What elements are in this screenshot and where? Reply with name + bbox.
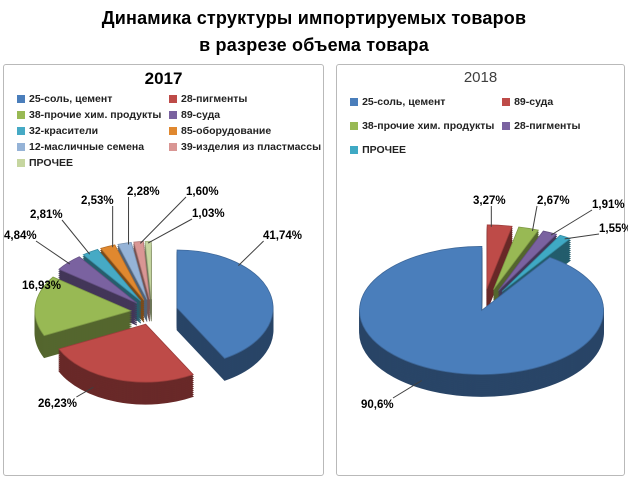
chart-panel-2018: 2018 25-соль, цемент 38-прочие хим. проду… bbox=[336, 64, 628, 476]
slice-percent-label: 90,6% bbox=[361, 399, 394, 411]
legend-label: 32-красители bbox=[29, 125, 99, 137]
slice-percent-label: 1,03% bbox=[192, 208, 225, 220]
label-leader-line bbox=[238, 240, 264, 267]
legend-swatch-icon bbox=[17, 143, 25, 151]
legend-label: ПРОЧЕЕ bbox=[362, 144, 407, 156]
pie-slice bbox=[486, 224, 513, 290]
legend-swatch-icon bbox=[17, 95, 25, 103]
legend-item: 89-суда bbox=[169, 109, 321, 121]
pie-slice bbox=[58, 323, 194, 383]
pie-slice bbox=[359, 246, 605, 375]
pie-slice bbox=[82, 248, 142, 302]
pie-chart-2018: 90,6% 3,27% 2,67% 1,91% 1,55% bbox=[359, 195, 628, 411]
legend-swatch-icon bbox=[502, 122, 511, 130]
legend-swatch-icon bbox=[169, 111, 177, 119]
pie-slice bbox=[493, 226, 540, 290]
legend-label: 85-оборудование bbox=[181, 125, 272, 137]
legend-item: ПРОЧЕЕ bbox=[350, 144, 502, 156]
legend-column: 25-соль, цемент 38-прочие хим. продукты 32… bbox=[17, 93, 169, 169]
chart-title-2017: 2017 bbox=[144, 69, 183, 88]
slice-percent-label: 26,23% bbox=[38, 398, 77, 410]
pie-slice bbox=[176, 249, 274, 359]
legend-item: 12-масличные семена bbox=[17, 141, 169, 153]
legend-item: 28-пигменты bbox=[502, 120, 622, 132]
legend-item: 85-оборудование bbox=[169, 125, 321, 137]
legend-label: 89-суда bbox=[181, 109, 221, 121]
page-title-line2: в разрезе объема товара bbox=[199, 35, 429, 55]
legend-item: 25-соль, цемент bbox=[17, 93, 169, 105]
legend-item: 38-прочие хим. продукты bbox=[17, 109, 169, 121]
legend-label: 25-соль, цемент bbox=[362, 96, 446, 108]
slice-percent-label: 2,53% bbox=[81, 195, 114, 207]
pie-slice bbox=[100, 244, 145, 301]
legend-item: 39-изделия из пластмассы bbox=[169, 141, 321, 153]
label-leader-line bbox=[532, 205, 538, 232]
slice-percent-label: 1,91% bbox=[592, 199, 625, 211]
legend-column: 89-суда 28-пигменты bbox=[502, 90, 622, 156]
label-leader-line bbox=[139, 196, 187, 244]
slice-percent-label: 3,27% bbox=[473, 195, 506, 207]
slice-percent-label: 1,60% bbox=[186, 186, 219, 198]
slice-percent-label: 1,55% bbox=[599, 223, 628, 235]
slice-percent-label: 41,74% bbox=[263, 230, 302, 242]
slice-percent-label: 2,28% bbox=[127, 186, 160, 198]
legend-label: 38-прочие хим. продукты bbox=[29, 109, 162, 121]
label-leader-line bbox=[564, 233, 600, 240]
label-leader-line bbox=[61, 219, 91, 255]
legend-label: 38-прочие хим. продукты bbox=[362, 120, 495, 132]
label-leader-line bbox=[76, 386, 94, 398]
pie-chart-2017: 41,74% 26,23% 16,93% 4,84% 2,81% 2,53% 2,28% 1,… bbox=[4, 186, 302, 410]
pie-slice bbox=[133, 241, 150, 300]
legend-item: 32-красители bbox=[17, 125, 169, 137]
label-leader-line bbox=[147, 218, 193, 244]
legend-swatch-icon bbox=[169, 127, 177, 135]
label-leader-line bbox=[35, 240, 71, 265]
legend-label: ПРОЧЕЕ bbox=[29, 157, 73, 169]
charts-row: 2017 25-соль, цемент 38-прочие хим. проду… bbox=[3, 64, 628, 476]
legend-swatch-icon bbox=[17, 127, 25, 135]
legend-swatch-icon bbox=[350, 98, 359, 106]
legend-swatch-icon bbox=[169, 143, 177, 151]
chart-title-2018: 2018 bbox=[463, 69, 498, 86]
pie-slice bbox=[34, 276, 133, 337]
legend-label: 28-пигменты bbox=[181, 93, 248, 105]
legend-swatch-icon bbox=[350, 122, 359, 130]
slice-percent-label: 16,93% bbox=[22, 280, 61, 292]
page-title-line1: Динамика структуры импортируемых товаров bbox=[101, 8, 527, 28]
legend-swatch-icon bbox=[502, 98, 511, 106]
legend-label: 12-масличные семена bbox=[29, 141, 145, 153]
label-leader-line bbox=[550, 209, 593, 236]
legend-2018: 25-соль, цемент 38-прочие хим. продукты ПР… bbox=[337, 86, 624, 156]
pie-slice bbox=[498, 230, 558, 291]
legend-item: 38-прочие хим. продукты bbox=[350, 120, 502, 132]
legend-item: 25-соль, цемент bbox=[350, 96, 502, 108]
legend-item: 28-пигменты bbox=[169, 93, 321, 105]
legend-2017: 25-соль, цемент 38-прочие хим. продукты 32… bbox=[4, 89, 323, 169]
page-title: Динамика структуры импортируемых товаров… bbox=[0, 0, 628, 59]
legend-item: 89-суда bbox=[502, 96, 622, 108]
legend-swatch-icon bbox=[17, 159, 25, 167]
legend-item: ПРОЧЕЕ bbox=[17, 157, 169, 169]
legend-label: 89-суда bbox=[514, 96, 554, 108]
legend-label: 39-изделия из пластмассы bbox=[181, 141, 322, 153]
slice-percent-label: 4,84% bbox=[4, 230, 37, 242]
legend-column: 25-соль, цемент 38-прочие хим. продукты ПР… bbox=[350, 90, 502, 156]
label-leader-line bbox=[392, 380, 423, 399]
slice-percent-label: 2,81% bbox=[30, 209, 63, 221]
legend-swatch-icon bbox=[350, 146, 359, 154]
chart-panel-2017: 2017 25-соль, цемент 38-прочие хим. проду… bbox=[3, 64, 325, 476]
legend-swatch-icon bbox=[169, 95, 177, 103]
legend-column: 28-пигменты 89-суда 85-оборудование 39-изде… bbox=[169, 93, 321, 169]
slice-percent-label: 2,67% bbox=[537, 195, 570, 207]
legend-label: 25-соль, цемент bbox=[29, 93, 113, 105]
pie-slice bbox=[117, 241, 148, 300]
legend-swatch-icon bbox=[17, 111, 25, 119]
legend-label: 28-пигменты bbox=[514, 120, 581, 132]
